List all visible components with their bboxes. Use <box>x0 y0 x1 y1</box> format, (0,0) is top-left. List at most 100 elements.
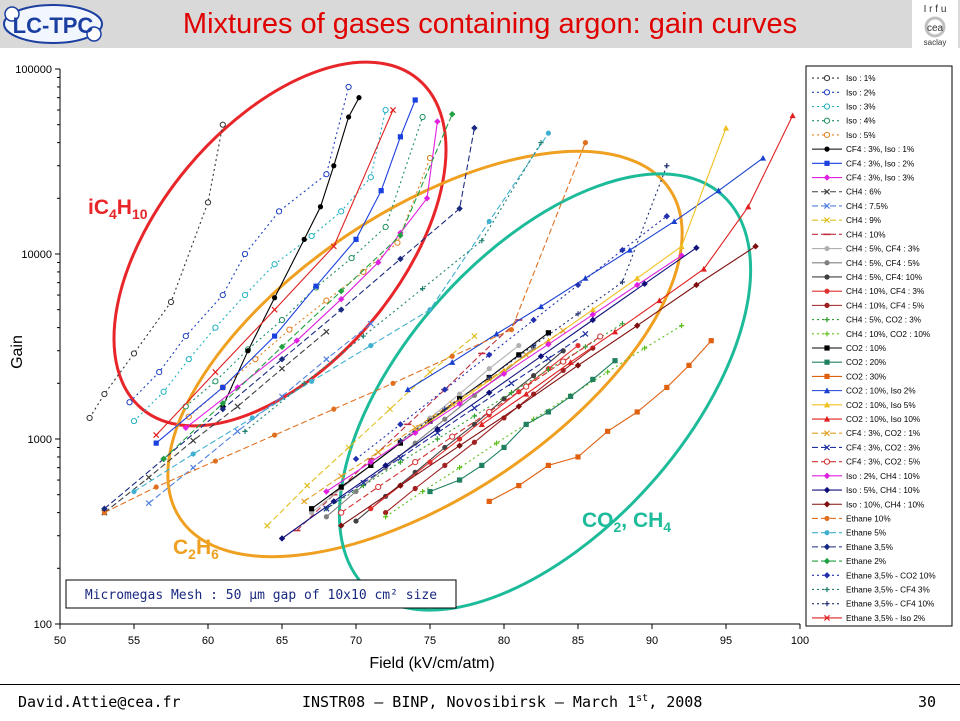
data-point <box>789 112 796 119</box>
data-point <box>442 416 448 422</box>
data-point <box>420 488 426 495</box>
legend-label: CF4 : 3%, Iso : 2% <box>846 159 914 168</box>
series-30 <box>278 244 700 542</box>
data-point <box>619 321 625 327</box>
legend-label: CO2 : 10%, Iso 5% <box>846 401 916 410</box>
legend-marker <box>823 486 831 494</box>
legend-entry: CF4 : 3%, CO2 : 5% <box>812 458 920 467</box>
data-point <box>353 236 359 242</box>
legend-marker <box>823 614 831 621</box>
data-point <box>479 462 485 468</box>
legend-label: Iso : 5% <box>846 131 876 140</box>
data-point <box>471 405 478 412</box>
data-point <box>278 316 286 324</box>
data-point <box>182 424 189 431</box>
legend-marker <box>823 217 831 224</box>
footer-conference-sup: st <box>636 693 649 704</box>
legend-label: CF4 : 3%, CO2 : 3% <box>846 443 920 452</box>
data-point <box>457 391 463 397</box>
data-point <box>693 281 700 289</box>
legend-label: Iso : 1% <box>846 74 876 83</box>
data-point <box>331 163 337 169</box>
data-point <box>619 279 625 285</box>
series-35 <box>160 110 456 463</box>
data-point <box>212 324 219 331</box>
legend-entry: CF4 : 3%, Iso : 1% <box>812 145 914 154</box>
data-point <box>304 482 311 489</box>
series-line <box>185 121 438 429</box>
data-point <box>545 409 551 415</box>
legend-entry: CH4 : 5%, CF4: 10% <box>812 273 922 282</box>
y-tick-label: 10000 <box>21 249 52 261</box>
data-point <box>278 355 286 363</box>
x-tick-label: 90 <box>646 635 658 647</box>
legend-marker <box>823 557 831 565</box>
series-line <box>340 245 756 527</box>
data-point <box>590 376 596 382</box>
footer-bar: David.Attie@cea.fr INSTR08 – BINP, Novos… <box>0 684 960 721</box>
series-31 <box>338 243 759 529</box>
x-tick-label: 85 <box>572 635 584 647</box>
legend-entry: CF4 : 3%, Iso : 2% <box>812 159 914 168</box>
series-line <box>407 157 764 391</box>
data-point <box>367 174 374 181</box>
data-point <box>582 344 588 350</box>
data-point <box>219 400 226 407</box>
data-point <box>101 390 108 398</box>
series-38 <box>397 163 670 444</box>
data-point <box>271 306 278 313</box>
legend-label: Ethane 3,5% - CF4 3% <box>846 585 930 594</box>
data-point <box>493 330 500 337</box>
data-point <box>382 223 389 231</box>
data-point <box>278 535 286 542</box>
legend-label: Ethane 5% <box>846 529 886 538</box>
data-point <box>338 473 345 480</box>
data-point <box>456 400 463 407</box>
data-point <box>582 140 589 146</box>
data-point <box>516 352 522 358</box>
legend-marker <box>823 415 831 422</box>
legend-label: CF4 : 3%, Iso : 3% <box>846 174 914 183</box>
data-point <box>278 343 286 351</box>
data-point <box>346 114 352 120</box>
data-point <box>182 403 189 410</box>
group-label-text: iC <box>88 196 109 219</box>
legend-entry: CF4 : 3%, CO2 : 1% <box>812 429 920 438</box>
y-tick-label: 100 <box>34 619 52 631</box>
data-point <box>722 124 730 131</box>
series-21 <box>427 358 618 495</box>
data-point <box>323 356 330 363</box>
data-point <box>582 275 589 281</box>
data-point <box>427 307 433 313</box>
legend-marker <box>823 444 831 451</box>
legend-label: CH4 : 5%, CO2 : 3% <box>846 316 921 325</box>
data-point <box>494 440 500 446</box>
data-point <box>190 437 197 444</box>
data-point <box>516 342 522 349</box>
series-line <box>104 142 586 514</box>
footer-conference: INSTR08 – BINP, Novosibirsk – March 1st,… <box>302 693 702 711</box>
legend-entry: Iso : 10%, CH4 : 10% <box>812 500 924 509</box>
lctpc-logo: LC-TPC <box>3 4 103 44</box>
legend-entry: CH4 : 10%, CF4 : 3% <box>812 287 924 296</box>
legend-label: CO2 : 10%, Iso 2% <box>846 387 916 396</box>
legend-marker <box>823 188 831 195</box>
legend-marker <box>824 601 830 607</box>
data-point <box>249 415 255 421</box>
legend-label: Ethane 2% <box>846 557 886 566</box>
legend-label: Ethane 10% <box>846 514 891 523</box>
x-axis-label: Field (kV/cm/atm) <box>369 655 494 672</box>
data-point <box>131 488 137 495</box>
data-point <box>360 479 367 486</box>
legend-marker <box>823 202 831 209</box>
data-point <box>412 424 419 431</box>
data-point <box>634 409 640 415</box>
legend-marker <box>823 75 831 82</box>
data-point <box>330 243 337 250</box>
legend-label: CF4 : 3%, CO2 : 1% <box>846 429 920 438</box>
data-point <box>626 246 633 253</box>
data-point <box>212 458 218 464</box>
data-point <box>397 459 403 465</box>
data-point <box>679 323 685 329</box>
group-label-subscript: 4 <box>663 519 671 535</box>
